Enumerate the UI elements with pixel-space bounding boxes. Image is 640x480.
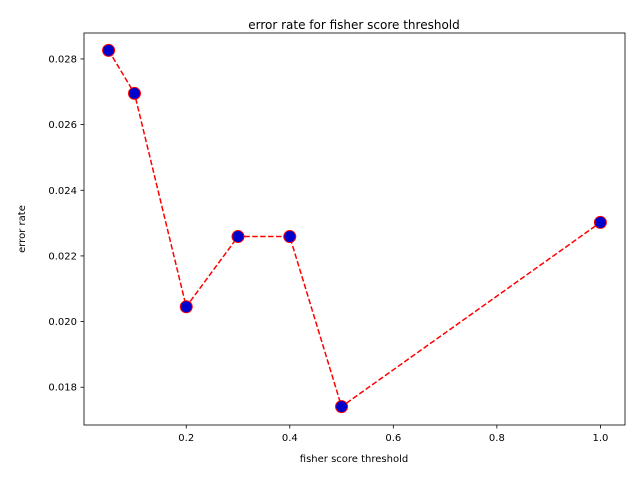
x-tick-label: 0.6	[385, 433, 401, 444]
x-tick-label: 0.2	[178, 433, 194, 444]
y-tick-label: 0.024	[48, 186, 77, 197]
x-axis-label: fisher score threshold	[300, 454, 408, 465]
x-axis: 0.2 0.4 0.6 0.8 1.0	[178, 425, 608, 444]
x-tick-label: 1.0	[592, 433, 608, 444]
y-tick-label: 0.020	[48, 317, 77, 328]
chart-title: error rate for fisher score threshold	[248, 18, 460, 32]
data-point	[231, 230, 245, 244]
plot-area	[83, 32, 626, 426]
data-point	[127, 86, 141, 100]
y-tick-label: 0.022	[48, 251, 77, 262]
data-point	[179, 300, 193, 314]
data-point	[283, 230, 297, 244]
data-point	[335, 400, 349, 414]
data-point	[102, 43, 116, 57]
series-points	[102, 43, 607, 414]
x-tick-label: 0.4	[282, 433, 298, 444]
y-tick-label: 0.028	[48, 54, 77, 65]
y-axis: 0.018 0.020 0.022 0.024 0.026 0.028	[48, 54, 84, 394]
y-axis-label: error rate	[17, 205, 28, 253]
y-tick-label: 0.018	[48, 383, 77, 394]
y-tick-label: 0.026	[48, 120, 77, 131]
x-tick-label: 0.8	[489, 433, 505, 444]
data-point	[593, 215, 607, 229]
